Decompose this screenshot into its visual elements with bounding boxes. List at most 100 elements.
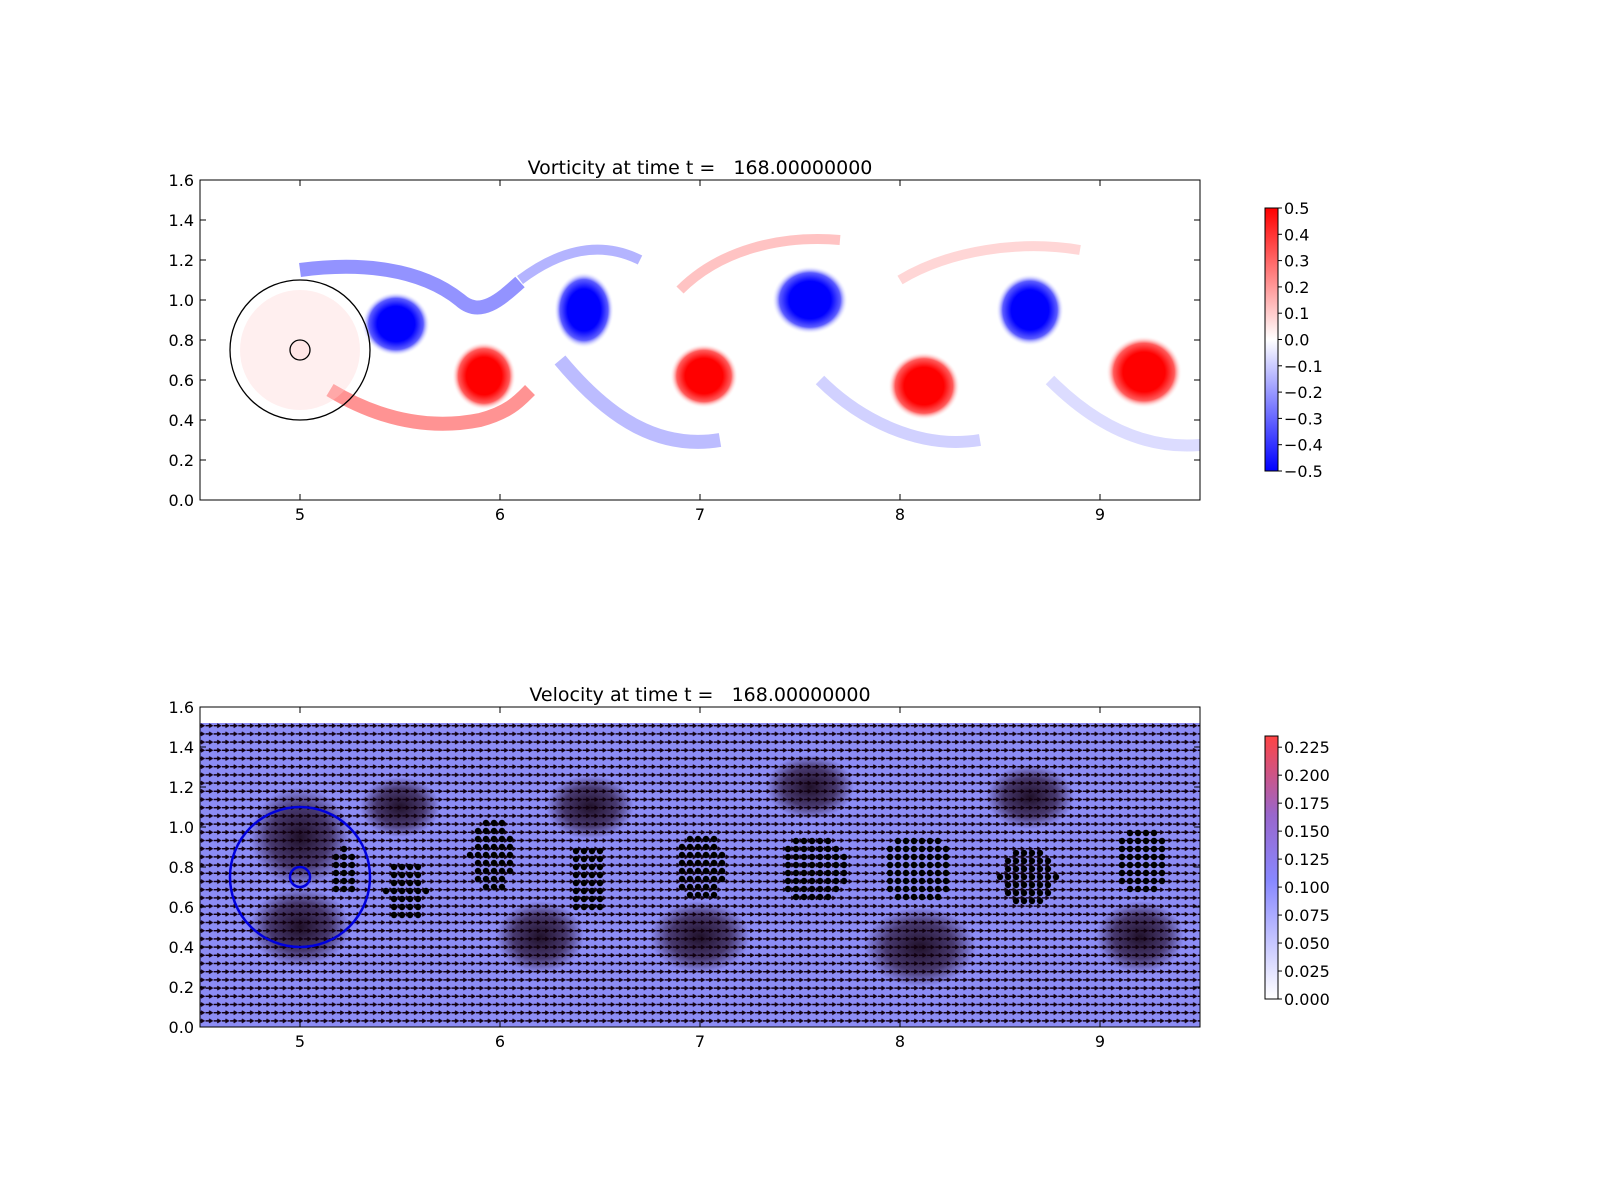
velocity-y-tick-label: 0.6: [169, 898, 194, 917]
particle: [800, 845, 808, 853]
particle: [1118, 861, 1126, 869]
vorticity-wake-shear-lower: [326, 383, 535, 431]
particle: [816, 861, 824, 869]
particle: [1126, 853, 1134, 861]
particle: [1036, 897, 1044, 905]
particle: [1020, 897, 1028, 905]
particle: [824, 877, 832, 885]
particle: [926, 845, 934, 853]
particle: [926, 893, 934, 901]
velocity-x-tick-label: 8: [895, 1032, 905, 1051]
vorticity-x-tick-label: 9: [1095, 505, 1105, 524]
particle: [702, 851, 710, 859]
particle: [1142, 877, 1150, 885]
particle: [588, 903, 596, 911]
particle: [1020, 873, 1028, 881]
particle: [1020, 849, 1028, 857]
negative-vortex: [996, 274, 1064, 346]
particle: [710, 859, 718, 867]
particle: [910, 885, 918, 893]
particle: [382, 887, 390, 895]
particle: [902, 893, 910, 901]
particle: [474, 867, 482, 875]
particle: [678, 867, 686, 875]
particle: [1036, 889, 1044, 897]
particle: [1134, 885, 1142, 893]
particle: [498, 883, 506, 891]
negative-vortex: [554, 272, 614, 348]
particle: [918, 877, 926, 885]
vorticity-colorbar-gradient: [1264, 207, 1279, 472]
vorticity-colorbar-label: 0.2: [1284, 278, 1309, 297]
particle: [390, 863, 398, 871]
particle: [1142, 861, 1150, 869]
vorticity-filament-red-1: [676, 234, 841, 294]
particle: [332, 861, 340, 869]
particle: [710, 883, 718, 891]
particle-cluster: [678, 835, 726, 899]
particle: [816, 885, 824, 893]
particle: [918, 893, 926, 901]
particle: [422, 887, 430, 895]
particle: [686, 843, 694, 851]
particle: [490, 835, 498, 843]
particle: [902, 853, 910, 861]
particle: [506, 851, 514, 859]
particle: [580, 903, 588, 911]
particle: [678, 851, 686, 859]
particle: [678, 875, 686, 883]
velocity-outer-circle: [228, 805, 372, 949]
particle: [910, 853, 918, 861]
particle: [934, 837, 942, 845]
particle: [694, 835, 702, 843]
vorticity-x-tick-label: 6: [495, 505, 505, 524]
particle: [1028, 865, 1036, 873]
particle: [996, 873, 1004, 881]
particle: [1142, 829, 1150, 837]
particle-cluster: [332, 845, 356, 893]
particle: [1012, 881, 1020, 889]
particle: [580, 855, 588, 863]
particle: [1142, 837, 1150, 845]
particle: [580, 887, 588, 895]
particle: [910, 837, 918, 845]
vorticity-colorbar-label: 0.3: [1284, 252, 1309, 271]
particle: [332, 853, 340, 861]
particle: [918, 885, 926, 893]
velocity-colorbar-label: 0.125: [1284, 850, 1330, 869]
particle: [934, 869, 942, 877]
particle: [934, 861, 942, 869]
particle: [1142, 869, 1150, 877]
particle: [918, 853, 926, 861]
particle: [710, 891, 718, 899]
particle: [926, 869, 934, 877]
particle: [784, 877, 792, 885]
particle: [1044, 857, 1052, 865]
particle: [886, 853, 894, 861]
velocity-x-tick-label: 7: [695, 1032, 705, 1051]
particle: [710, 843, 718, 851]
vorticity-y-axis: 0.0 0.2 0.4 0.6 0.8 1.0 1.2 1.4 1.6: [169, 171, 1200, 510]
particle: [1020, 865, 1028, 873]
particle: [1134, 845, 1142, 853]
particle: [482, 867, 490, 875]
particle: [474, 875, 482, 883]
particle: [490, 859, 498, 867]
particle: [482, 819, 490, 827]
particle: [934, 845, 942, 853]
particle: [1044, 889, 1052, 897]
particle: [1126, 829, 1134, 837]
vorticity-y-tick-label: 1.0: [169, 291, 194, 310]
vorticity-colorbar-label: 0.1: [1284, 304, 1309, 323]
particle: [816, 877, 824, 885]
particle: [784, 861, 792, 869]
particle: [886, 869, 894, 877]
particle: [588, 863, 596, 871]
particle: [910, 845, 918, 853]
particle: [800, 877, 808, 885]
particle: [340, 845, 348, 853]
particle: [406, 903, 414, 911]
particle: [414, 887, 422, 895]
particle: [498, 819, 506, 827]
particle: [808, 837, 816, 845]
